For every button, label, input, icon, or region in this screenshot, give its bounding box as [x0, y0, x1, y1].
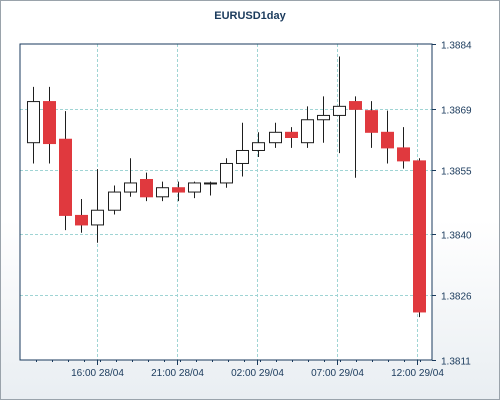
bull-candle-body	[269, 131, 282, 144]
y-tick-label: 1.3811	[441, 357, 471, 368]
x-tick-label: 07:00 29/04	[311, 368, 364, 379]
x-tick-label: 02:00 29/04	[231, 368, 284, 379]
candle	[413, 158, 426, 318]
candle	[75, 198, 88, 233]
x-tick-label: 12:00 29/04	[391, 368, 444, 379]
bull-candle-body	[188, 182, 201, 193]
bear-candle-body	[75, 214, 88, 226]
candle	[27, 86, 40, 164]
candle	[140, 172, 153, 202]
y-tick-label: 1.3884	[441, 41, 472, 52]
x-tick-label: 16:00 28/04	[71, 368, 124, 379]
candle	[43, 86, 56, 164]
candle	[285, 127, 298, 148]
candle	[59, 111, 72, 231]
y-axis: 1.3884 1.3869 1.3855 1.3840 1.3826 1.3811	[432, 41, 472, 368]
bear-candle-body	[413, 160, 426, 313]
candle	[91, 169, 104, 243]
bull-candle-body	[108, 191, 121, 211]
bull-candle-body	[301, 119, 314, 144]
bull-candle-body	[124, 182, 137, 193]
bull-candle-body	[317, 114, 330, 121]
bear-candle-body	[59, 138, 72, 216]
x-axis: 16:00 28/04 21:00 28/04 02:00 29/04 07:00 2…	[36, 360, 444, 379]
y-tick-label: 1.3855	[441, 167, 472, 178]
bear-candle-body	[397, 147, 410, 162]
candle	[188, 181, 201, 199]
candle	[333, 56, 346, 154]
candle	[204, 181, 217, 196]
bull-candle-body	[220, 162, 233, 184]
candles	[27, 56, 426, 318]
candle	[220, 158, 233, 188]
bull-candle-body	[204, 182, 217, 185]
bear-candle-body	[140, 178, 153, 198]
candle	[365, 101, 378, 148]
bear-candle-body	[172, 187, 185, 193]
bear-candle-body	[349, 101, 362, 110]
bull-candle-body	[27, 101, 40, 144]
chart-title: EURUSD1day	[214, 10, 286, 22]
bear-candle-body	[381, 131, 394, 149]
candle	[236, 122, 249, 177]
candle	[124, 158, 137, 197]
y-tick-label: 1.3826	[441, 292, 472, 303]
candle	[381, 110, 394, 164]
candle	[269, 122, 282, 148]
candle	[252, 132, 265, 157]
bull-candle-body	[156, 187, 169, 198]
plot-border	[19, 43, 433, 361]
candle	[317, 96, 330, 143]
candle	[301, 106, 314, 148]
bull-candle-body	[91, 209, 104, 226]
y-tick-label: 1.3840	[441, 231, 472, 242]
candle	[108, 185, 121, 215]
bull-candle-body	[252, 142, 265, 151]
x-tick-label: 21:00 28/04	[151, 368, 204, 379]
bear-candle-body	[365, 110, 378, 133]
candle	[172, 181, 185, 202]
candle	[397, 127, 410, 169]
plot-area	[20, 44, 432, 360]
bull-candle-body	[236, 149, 249, 164]
candle	[349, 96, 362, 178]
candle	[156, 181, 169, 202]
bull-candle-body	[333, 105, 346, 116]
bear-candle-body	[43, 101, 56, 145]
bear-candle-body	[285, 131, 298, 139]
y-tick-label: 1.3869	[441, 106, 472, 117]
